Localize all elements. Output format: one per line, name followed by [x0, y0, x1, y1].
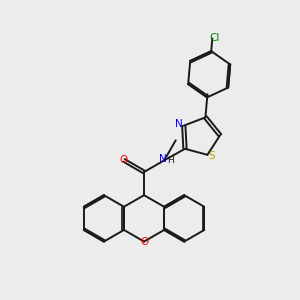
Text: H: H — [167, 157, 174, 166]
Text: Cl: Cl — [209, 33, 220, 43]
Text: O: O — [120, 155, 128, 165]
Text: S: S — [208, 151, 214, 161]
Text: N: N — [159, 154, 167, 164]
Text: O: O — [140, 236, 148, 247]
Text: N: N — [176, 119, 183, 129]
